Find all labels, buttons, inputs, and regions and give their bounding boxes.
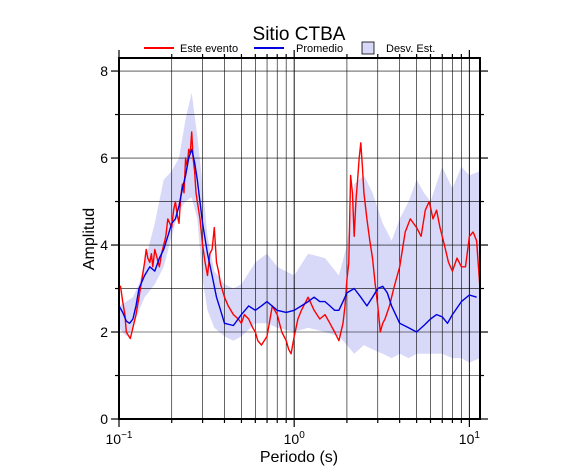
x-tick-label: 10−1: [106, 430, 133, 447]
y-axis-label: Amplitud: [81, 208, 98, 270]
legend-swatch: [361, 41, 375, 55]
legend: Este evento Promedio Desv. Est.: [144, 41, 435, 55]
y-tick-label: 4: [100, 237, 108, 253]
plot-frame: [118, 57, 481, 420]
tick-layer: 0 2 4 6 8 10−1 100 101: [100, 50, 488, 447]
std-dev-band: [119, 92, 480, 363]
legend-label: Promedio: [296, 43, 343, 55]
series-line-promedio: [119, 148, 477, 333]
std-band-layer: [119, 92, 480, 363]
chart-title: Sitio CTBA: [253, 24, 346, 45]
y-tick-label: 2: [100, 324, 108, 340]
legend-label: Desv. Est.: [386, 43, 435, 55]
x-axis-label: Periodo (s): [260, 449, 338, 466]
legend-label: Este evento: [180, 43, 238, 55]
series-layer: [119, 131, 480, 355]
x-tick-label: 101: [459, 430, 481, 447]
y-tick-label: 0: [100, 411, 108, 427]
x-tick-label: 100: [284, 430, 306, 447]
y-tick-label: 6: [100, 150, 108, 166]
y-tick-label: 8: [100, 63, 108, 79]
